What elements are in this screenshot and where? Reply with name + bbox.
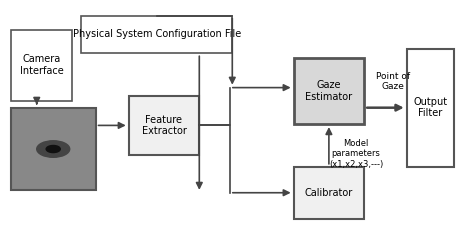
Bar — [407, 49, 454, 167]
Ellipse shape — [46, 146, 60, 152]
Text: Calibrator: Calibrator — [305, 188, 353, 198]
Bar — [293, 58, 364, 124]
Ellipse shape — [36, 141, 70, 157]
Text: Model
parameters
(x1,x2,x3,---): Model parameters (x1,x2,x3,---) — [329, 139, 383, 169]
Text: Physical System Configuration File: Physical System Configuration File — [73, 29, 241, 39]
Text: Output
Filter: Output Filter — [413, 97, 447, 119]
Bar — [82, 16, 232, 53]
Bar — [293, 167, 364, 219]
Bar — [11, 108, 96, 190]
Text: Feature
Extractor: Feature Extractor — [142, 115, 186, 136]
Text: Gaze
Estimator: Gaze Estimator — [305, 80, 353, 102]
Bar — [128, 96, 199, 155]
Text: Point of
Gaze: Point of Gaze — [376, 72, 410, 91]
Bar — [11, 30, 72, 101]
Text: Camera
Interface: Camera Interface — [19, 54, 64, 76]
